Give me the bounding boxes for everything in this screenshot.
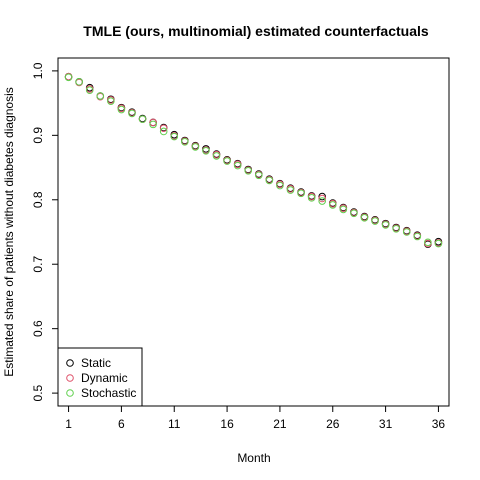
data-point-stochastic <box>424 238 432 247</box>
data-point-stochastic <box>413 232 422 241</box>
data-point-stochastic <box>244 166 253 175</box>
data-point-stochastic <box>149 120 157 129</box>
legend-label-static: Static <box>81 356 111 370</box>
data-point-stochastic <box>286 186 295 194</box>
data-point-stochastic <box>392 224 400 233</box>
legend-label-stochastic: Stochastic <box>81 386 136 400</box>
data-point-stochastic <box>371 217 379 225</box>
y-tick-label: 0.6 <box>31 320 45 337</box>
data-point-stochastic <box>297 189 305 198</box>
x-tick-label: 16 <box>220 417 234 431</box>
y-tick-label: 1.0 <box>31 62 45 79</box>
data-point-stochastic <box>64 73 73 82</box>
data-point-stochastic <box>307 194 316 202</box>
y-tick-label: 0.8 <box>31 191 45 208</box>
data-point-stochastic <box>212 152 221 160</box>
y-tick-label: 0.9 <box>31 127 45 144</box>
legend-marker-stochastic <box>66 389 74 397</box>
series-stochastic <box>64 73 443 248</box>
legend-label-dynamic: Dynamic <box>81 371 128 385</box>
data-point-stochastic <box>128 109 136 118</box>
x-tick-label: 11 <box>168 417 181 431</box>
data-point-stochastic <box>138 115 147 124</box>
legend-marker-dynamic <box>66 374 74 382</box>
data-point-stochastic <box>402 228 411 236</box>
x-axis: 1 6 11 16 21 26 31 36 <box>65 405 446 431</box>
y-tick-label: 0.5 <box>31 384 45 401</box>
legend-box <box>57 347 143 407</box>
data-point-stochastic <box>191 143 200 151</box>
x-tick-label: 36 <box>432 417 446 431</box>
data-point-stochastic <box>202 147 210 155</box>
data-point-stochastic <box>181 137 189 146</box>
data-point-stochastic <box>159 127 168 136</box>
legend-marker-static <box>66 359 74 367</box>
x-tick-label: 6 <box>118 417 125 431</box>
data-point-stochastic <box>233 161 242 170</box>
series-dynamic <box>64 72 443 248</box>
data-point-stochastic <box>254 171 263 180</box>
y-tick-label: 0.7 <box>31 256 45 273</box>
data-point-dynamic <box>318 194 326 203</box>
data-point-stochastic <box>360 214 369 222</box>
data-point-stochastic <box>107 97 115 105</box>
data-point-stochastic <box>276 181 284 190</box>
data-point-stochastic <box>381 221 390 229</box>
data-point-stochastic <box>434 239 443 248</box>
chart-title: TMLE (ours, multinomial) estimated count… <box>83 23 429 39</box>
data-point-stochastic <box>117 105 126 114</box>
data-point-static <box>318 192 326 201</box>
data-point-dynamic <box>149 118 157 127</box>
y-axis-label: Estimated share of patients without diab… <box>2 87 16 377</box>
data-point-stochastic <box>339 205 348 214</box>
x-tick-label: 1 <box>65 417 72 431</box>
data-point-stochastic <box>350 209 358 218</box>
x-tick-label: 21 <box>273 417 287 431</box>
data-point-stochastic <box>170 132 179 141</box>
data-point-dynamic <box>159 124 168 133</box>
data-point-stochastic <box>96 92 105 100</box>
data-point-stochastic <box>85 86 94 95</box>
data-points <box>64 72 443 249</box>
data-point-stochastic <box>265 176 274 185</box>
data-point-stochastic <box>328 201 337 209</box>
y-axis: 0.5 0.6 0.7 0.8 0.9 1.0 <box>31 62 59 401</box>
data-point-stochastic <box>75 78 83 86</box>
x-tick-label: 26 <box>326 417 340 431</box>
x-axis-label: Month <box>237 451 270 465</box>
data-point-stochastic <box>223 157 231 165</box>
x-tick-label: 31 <box>379 417 393 431</box>
data-point-stochastic <box>318 197 326 205</box>
